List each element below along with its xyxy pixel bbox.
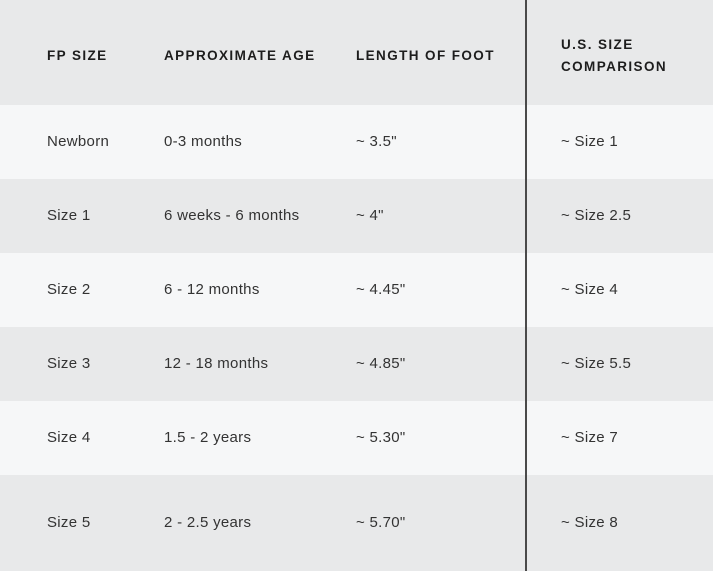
age-value: 6 weeks - 6 months — [164, 207, 300, 225]
us-size-value: ~ Size 8 — [561, 514, 619, 532]
fp-size-value: Newborn — [47, 133, 110, 151]
foot-length-value: ~ 4.45" — [356, 281, 406, 299]
us-size-value: ~ Size 1 — [561, 133, 619, 151]
fp-size-value: Size 1 — [47, 207, 91, 225]
foot-length-value: ~ 4" — [356, 207, 384, 225]
us-size-value: ~ Size 7 — [561, 429, 619, 447]
table-row: Size 1 6 weeks - 6 months ~ 4" ~ Size 2.… — [0, 179, 713, 253]
age-value: 2 - 2.5 years — [164, 514, 252, 532]
table-header-row: FP SIZE APPROXIMATE AGE LENGTH OF FOOT U… — [0, 0, 713, 105]
fp-size-value: Size 4 — [47, 429, 91, 447]
age-value: 12 - 18 months — [164, 355, 269, 373]
column-header-fp-size: FP SIZE — [47, 47, 108, 63]
age-value: 0-3 months — [164, 133, 243, 151]
table-row: Size 3 12 - 18 months ~ 4.85" ~ Size 5.5 — [0, 327, 713, 401]
foot-length-value: ~ 3.5" — [356, 133, 397, 151]
age-value: 6 - 12 months — [164, 281, 260, 299]
fp-size-value: Size 5 — [47, 514, 91, 532]
fp-size-value: Size 2 — [47, 281, 91, 299]
fp-size-value: Size 3 — [47, 355, 91, 373]
us-size-value: ~ Size 4 — [561, 281, 619, 299]
column-header-us-size-comparison: U.S. SIZE COMPARISON — [561, 36, 668, 74]
foot-length-value: ~ 5.70" — [356, 514, 406, 532]
column-header-length-of-foot: LENGTH OF FOOT — [356, 47, 495, 63]
table-row: Size 4 1.5 - 2 years ~ 5.30" ~ Size 7 — [0, 401, 713, 475]
foot-length-value: ~ 4.85" — [356, 355, 406, 373]
us-size-value: ~ Size 2.5 — [561, 207, 632, 225]
foot-length-value: ~ 5.30" — [356, 429, 406, 447]
column-divider-line — [525, 0, 527, 571]
age-value: 1.5 - 2 years — [164, 429, 252, 447]
us-size-value: ~ Size 5.5 — [561, 355, 632, 373]
table-row: Size 2 6 - 12 months ~ 4.45" ~ Size 4 — [0, 253, 713, 327]
column-header-approximate-age: APPROXIMATE AGE — [164, 47, 316, 63]
table-row: Newborn 0-3 months ~ 3.5" ~ Size 1 — [0, 105, 713, 179]
table-row: Size 5 2 - 2.5 years ~ 5.70" ~ Size 8 — [0, 475, 713, 571]
